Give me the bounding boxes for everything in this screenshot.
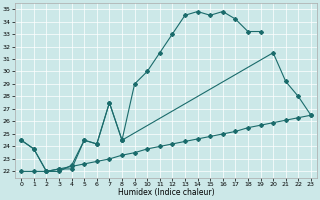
X-axis label: Humidex (Indice chaleur): Humidex (Indice chaleur): [118, 188, 214, 197]
